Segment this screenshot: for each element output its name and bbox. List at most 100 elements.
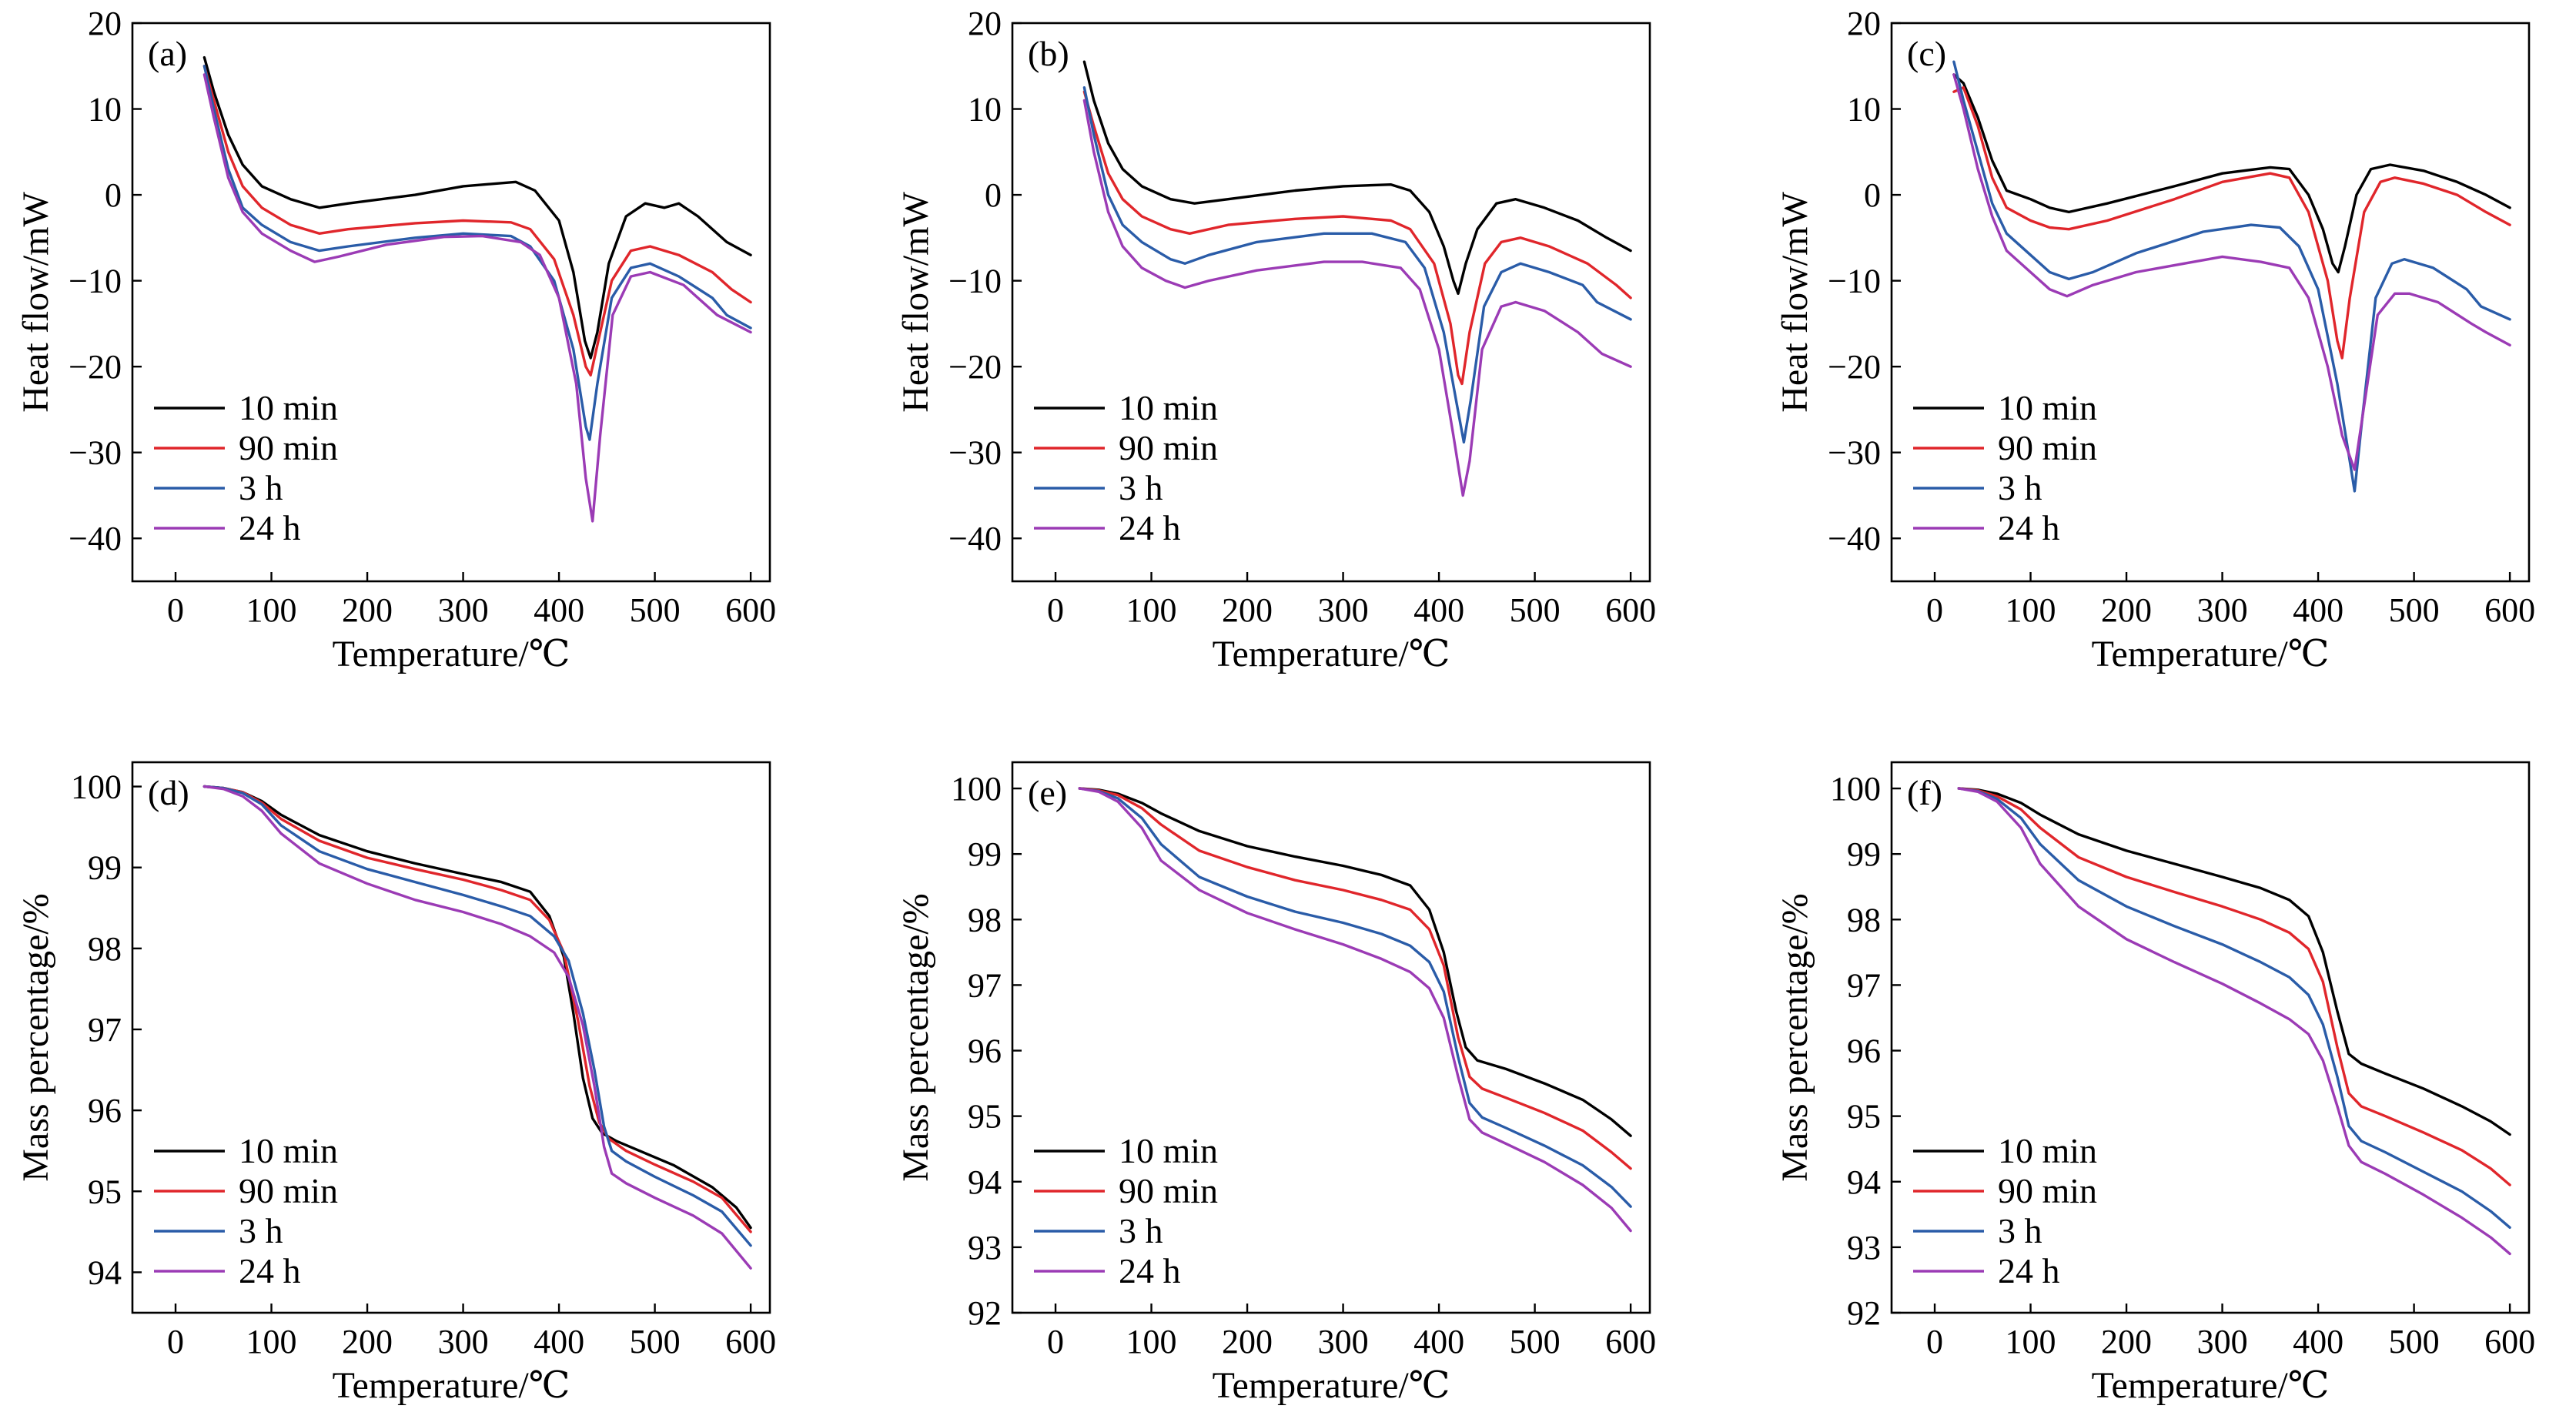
series-line-3-h [1952, 60, 2511, 493]
series-line-3-h [1078, 787, 1632, 1208]
plot-frame [1890, 761, 2531, 1314]
plot-frame [131, 22, 771, 583]
series-line-24-h [1082, 99, 1632, 497]
plot-frame [131, 761, 771, 1314]
y-tick-label: 10 [1847, 91, 1881, 129]
panel-letter: (b) [1028, 34, 1069, 73]
legend-label: 24 h [1998, 1251, 2060, 1290]
y-tick-label: 0 [1864, 176, 1881, 214]
legend-label: 10 min [1119, 388, 1218, 427]
y-tick-label: 95 [88, 1173, 122, 1210]
y-tick-label: 97 [968, 966, 1002, 1004]
x-tick-label: 200 [1222, 1323, 1273, 1360]
y-tick-label: 92 [968, 1294, 1002, 1332]
y-tick-label: 96 [1847, 1032, 1881, 1070]
x-tick-label: 600 [1605, 591, 1656, 629]
x-axis-title: Temperature/℃ [333, 634, 570, 674]
y-tick-label: −20 [948, 348, 1002, 386]
x-axis-title: Temperature/℃ [2092, 634, 2330, 674]
y-tick-label: 10 [968, 91, 1002, 129]
y-tick-label: 97 [1847, 966, 1881, 1004]
legend-label: 24 h [239, 508, 301, 547]
legend-label: 10 min [239, 388, 338, 427]
panel-e: 0 100 200 300 400 500 600 100 99 98 97 96 95 94 93 92 Te… [895, 761, 1656, 1406]
plot-frame [1011, 22, 1651, 583]
x-tick-label: 600 [725, 1323, 776, 1360]
x-tick-label: 600 [1605, 1323, 1656, 1360]
panel-d: 0 100 200 300 400 500 600 100 99 98 97 96 95 94 Temper… [15, 761, 776, 1406]
series-line-24-h [1952, 73, 2511, 471]
x-axis-title: Temperature/℃ [1213, 634, 1450, 674]
panel-c: 0 100 200 300 400 500 60020100−10−20−30−40Temp… [1775, 5, 2535, 674]
y-tick-label: 95 [968, 1098, 1002, 1136]
legend-label: 3 h [239, 468, 283, 507]
x-tick-label: 500 [1510, 591, 1561, 629]
y-tick-label: 98 [1847, 901, 1881, 939]
y-tick-label: 99 [968, 835, 1002, 873]
x-tick-label: 500 [630, 1323, 681, 1360]
x-axis-title: Temperature/℃ [1213, 1365, 1450, 1406]
legend-label: 90 min [239, 428, 338, 467]
legend-label: 90 min [1119, 428, 1218, 467]
y-tick-label: 94 [1847, 1163, 1881, 1201]
legend-label: 24 h [1119, 508, 1181, 547]
legend-label: 90 min [239, 1171, 338, 1210]
series-line-24-h [1957, 787, 2511, 1256]
x-tick-label: 100 [1126, 591, 1177, 629]
y-tick-label: −40 [948, 520, 1002, 557]
y-tick-label: 100 [71, 768, 122, 806]
panel-b: 0 100 200 300 400 500 60020100−10−20−30−40Temp… [895, 5, 1656, 674]
x-tick-label: 400 [1413, 591, 1464, 629]
x-tick-label: 400 [534, 1323, 584, 1360]
x-tick-label: 600 [725, 591, 776, 629]
y-tick-label: 93 [1847, 1229, 1881, 1267]
x-tick-label: 500 [1510, 1323, 1561, 1360]
y-tick-label: 93 [968, 1229, 1002, 1267]
series-line-90-min [1957, 787, 2511, 1186]
y-tick-label: −30 [948, 434, 1002, 472]
series-line-24-h [1078, 787, 1632, 1233]
x-axis-title: Temperature/℃ [2092, 1365, 2330, 1406]
x-tick-label: 0 [1926, 591, 1943, 629]
x-tick-label: 600 [2484, 1323, 2535, 1360]
series-line-90-min [1078, 787, 1632, 1170]
y-tick-label: −40 [69, 520, 122, 557]
x-tick-label: 100 [2006, 591, 2056, 629]
series-line-24-h [202, 73, 752, 523]
legend-label: 10 min [1998, 1131, 2097, 1170]
series-line-10-min [1078, 787, 1632, 1137]
series-line-10-min [202, 55, 752, 360]
x-tick-label: 500 [2389, 1323, 2440, 1360]
series-line-10-min [1952, 73, 2511, 274]
legend-label: 24 h [1119, 1251, 1181, 1290]
x-tick-label: 300 [1318, 591, 1369, 629]
y-axis-title: Mass percentage/% [895, 893, 936, 1182]
x-tick-label: 300 [2197, 591, 2248, 629]
series-line-90-min [202, 785, 752, 1233]
x-tick-label: 400 [534, 591, 584, 629]
y-tick-label: −10 [1828, 263, 1881, 300]
x-tick-label: 100 [2006, 1323, 2056, 1360]
x-tick-label: 200 [342, 591, 393, 629]
y-tick-label: 94 [968, 1163, 1002, 1201]
y-tick-label: 97 [88, 1011, 122, 1049]
y-tick-label: −10 [69, 263, 122, 300]
y-axis-title: Mass percentage/% [1775, 893, 1815, 1182]
legend-label: 3 h [239, 1211, 283, 1250]
legend-label: 90 min [1998, 1171, 2097, 1210]
y-tick-label: 20 [968, 5, 1002, 42]
x-tick-label: 400 [1413, 1323, 1464, 1360]
x-tick-label: 100 [246, 1323, 297, 1360]
y-tick-label: 100 [951, 770, 1002, 808]
legend-label: 90 min [1119, 1171, 1218, 1210]
x-tick-label: 300 [438, 591, 489, 629]
y-tick-label: 96 [88, 1092, 122, 1130]
panel-a: 0 100 200 300 400 500 60020100−10−20−30−40Temp… [15, 5, 776, 674]
series-line-10-min [1082, 60, 1632, 295]
y-tick-label: 96 [968, 1032, 1002, 1070]
y-tick-label: 94 [88, 1253, 122, 1291]
series-line-3-h [1957, 787, 2511, 1229]
y-tick-label: 100 [1830, 770, 1881, 808]
panel-letter: (d) [148, 773, 189, 812]
